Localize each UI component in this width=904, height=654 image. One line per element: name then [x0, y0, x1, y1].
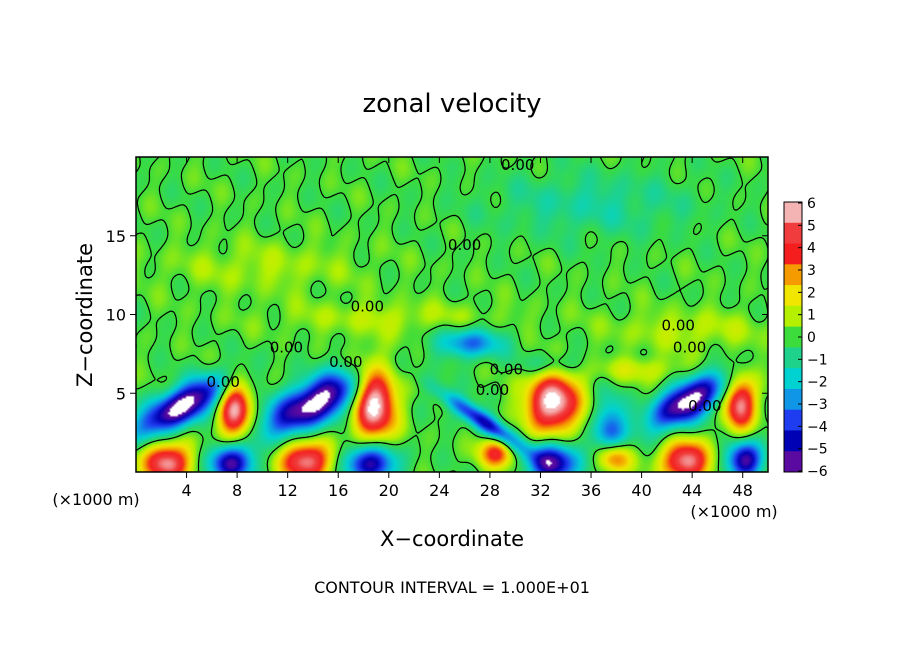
colorbar-swatch: [784, 347, 802, 369]
x-tick-label: 44: [682, 481, 702, 500]
x-tick-label: 24: [429, 481, 449, 500]
x-tick-label: 28: [480, 481, 500, 500]
colorbar-label: 2: [807, 285, 816, 301]
contour-label: 0.00: [688, 397, 721, 415]
x-tick-label: 36: [581, 481, 601, 500]
colorbar-swatch: [784, 202, 802, 224]
colorbar: 6 5 4 3 2 1 0 −1 −2 −3 −4 −5 −6: [783, 196, 828, 480]
colorbar-label: −2: [807, 375, 828, 391]
colorbar-label: 5: [807, 218, 816, 234]
x-tick-label: 32: [530, 481, 550, 500]
colorbar-swatch: [784, 243, 802, 265]
x-unit-left: (×1000 m): [52, 490, 139, 509]
plot-area: 0.00 0.00 0.00 0.00 0.00 0.00 0.00 0.00 0.00 0.00…: [135, 156, 769, 473]
x-unit-right: (×1000 m): [690, 502, 777, 521]
colorbar-swatch: [784, 430, 802, 452]
colorbar-swatch: [784, 368, 802, 390]
x-tick-label: 48: [733, 481, 753, 500]
colorbar-swatch: [784, 451, 802, 473]
colorbar-label: −1: [807, 352, 828, 368]
y-axis-label: Z−coordinate: [73, 243, 97, 387]
x-axis: 4 8 12 16 20 24 28 32 36 40 44 48: [181, 157, 753, 500]
colorbar-label: 3: [807, 263, 816, 279]
colorbar-swatch: [784, 305, 802, 328]
contour-label: 0.00: [351, 298, 384, 316]
contour-label: 0.00: [270, 339, 303, 357]
zero-contour-line: [135, 156, 769, 473]
colorbar-swatch: [784, 285, 802, 307]
contour-label: 0.00: [207, 373, 240, 391]
contour-label: 0.00: [448, 236, 481, 254]
x-axis-label: X−coordinate: [380, 527, 524, 551]
colorbar-label: 0: [807, 330, 816, 346]
colorbar-label: −5: [807, 442, 828, 458]
colorbar-label: −4: [807, 419, 828, 435]
colorbar-label: 4: [807, 241, 816, 257]
colorbar-label: 1: [807, 308, 816, 324]
x-tick-label: 12: [278, 481, 298, 500]
contour-label: 0.00: [329, 353, 362, 371]
x-tick-label: 4: [181, 481, 191, 500]
x-tick-label: 20: [379, 481, 399, 500]
y-tick-label: 15: [106, 227, 126, 246]
contour-label: 0.00: [476, 381, 509, 399]
colorbar-label: −3: [807, 397, 828, 413]
y-tick-label: 10: [106, 306, 126, 325]
colorbar-label: −6: [807, 464, 828, 480]
colorbar-swatch: [784, 264, 802, 286]
colorbar-swatch: [784, 222, 802, 245]
x-tick-label: 8: [232, 481, 242, 500]
y-tick-label: 5: [116, 384, 126, 403]
x-tick-label: 16: [328, 481, 348, 500]
contour-label: 0.00: [662, 317, 695, 335]
contour-labels: 0.00 0.00 0.00 0.00 0.00 0.00 0.00 0.00 0.00 0.00…: [207, 156, 722, 415]
contour-label: 0.00: [501, 156, 534, 174]
colorbar-label: 6: [807, 196, 816, 212]
colorbar-swatch: [784, 409, 802, 431]
y-axis: 5 10 15: [106, 227, 768, 403]
contour-label: 0.00: [490, 361, 523, 379]
colorbar-swatch: [784, 326, 802, 348]
x-tick-label: 40: [631, 481, 651, 500]
chart-title: zonal velocity: [362, 89, 541, 119]
contour-interval-note: CONTOUR INTERVAL = 1.000E+01: [314, 578, 590, 597]
velocity-field: [136, 157, 768, 472]
contour-lines: [135, 156, 769, 473]
contour-label: 0.00: [673, 339, 706, 357]
colorbar-swatch: [784, 388, 802, 411]
